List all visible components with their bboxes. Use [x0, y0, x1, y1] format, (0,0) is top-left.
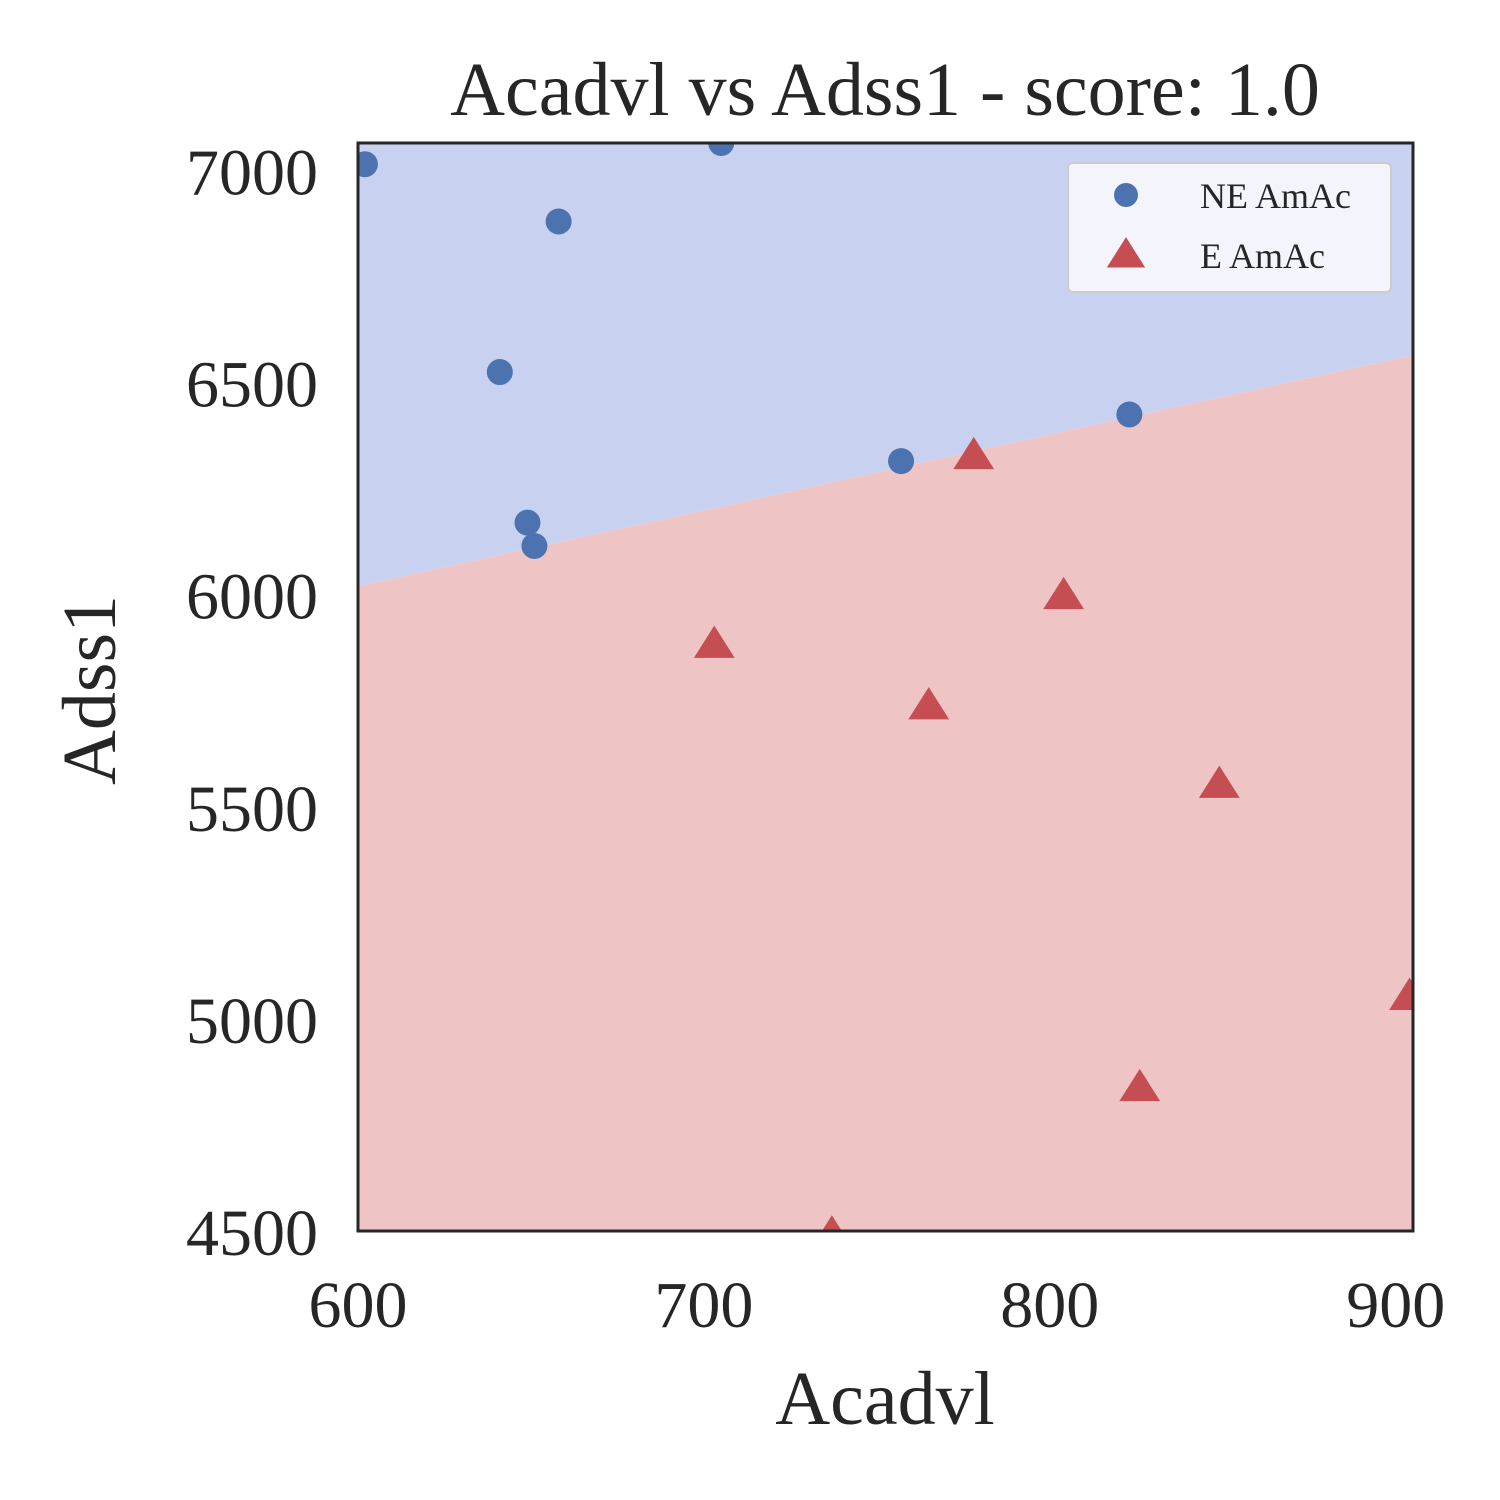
ne-amac-point-7	[1116, 401, 1143, 428]
ne-amac-point-4	[514, 509, 541, 536]
ne-amac-point-2	[545, 208, 572, 235]
legend-label-e-amac: E AmAc	[1200, 236, 1325, 276]
e-amac-point-5	[1389, 977, 1413, 1010]
y-tick-label-6500: 6500	[186, 349, 318, 422]
y-axis-label: Adss1	[48, 595, 132, 785]
legend-marker-e-amac	[1106, 237, 1146, 268]
ne-amac-point-3	[486, 359, 513, 386]
legend-box	[1067, 162, 1392, 293]
y-axis-ticks: 4500 5000 5500 6000 6500 7000	[186, 137, 318, 1270]
e-amac-point-1	[1043, 576, 1085, 610]
plot-frame	[356, 141, 1415, 1233]
e-amac-point-7	[821, 1215, 842, 1231]
e-amac-point-3	[908, 687, 950, 720]
legend-label-ne-amac: NE AmAc	[1200, 176, 1351, 216]
y-tick-label-5000: 5000	[186, 985, 318, 1058]
ne-amac-point-1	[708, 143, 735, 156]
x-axis-ticks: 600 700 800 900	[309, 1269, 1446, 1342]
x-tick-label-900: 900	[1346, 1269, 1445, 1342]
chart-title: Acadvl vs Adss1 - score: 1.0	[450, 48, 1320, 132]
x-axis-label: Acadvl	[775, 1357, 994, 1441]
y-tick-label-4500: 4500	[186, 1197, 318, 1270]
y-tick-label-6000: 6000	[186, 561, 318, 634]
legend-marker-ne-amac	[1114, 183, 1138, 207]
e-amac-point-0	[953, 436, 995, 470]
ne-amac-point-5	[521, 532, 548, 559]
x-tick-label-700: 700	[654, 1269, 753, 1342]
y-tick-label-7000: 7000	[186, 137, 318, 210]
y-tick-label-5500: 5500	[186, 773, 318, 846]
legend: NE AmAc E AmAc	[1067, 162, 1392, 293]
e-amac-point-6	[1119, 1068, 1161, 1102]
lower-decision-region	[358, 355, 1413, 1231]
x-tick-label-600: 600	[309, 1269, 408, 1342]
ne-amac-point-6	[888, 448, 915, 475]
e-amac-point-2	[693, 625, 735, 658]
ne-amac-point-0	[358, 151, 378, 178]
x-tick-label-800: 800	[1000, 1269, 1099, 1342]
e-amac-point-4	[1198, 765, 1240, 798]
